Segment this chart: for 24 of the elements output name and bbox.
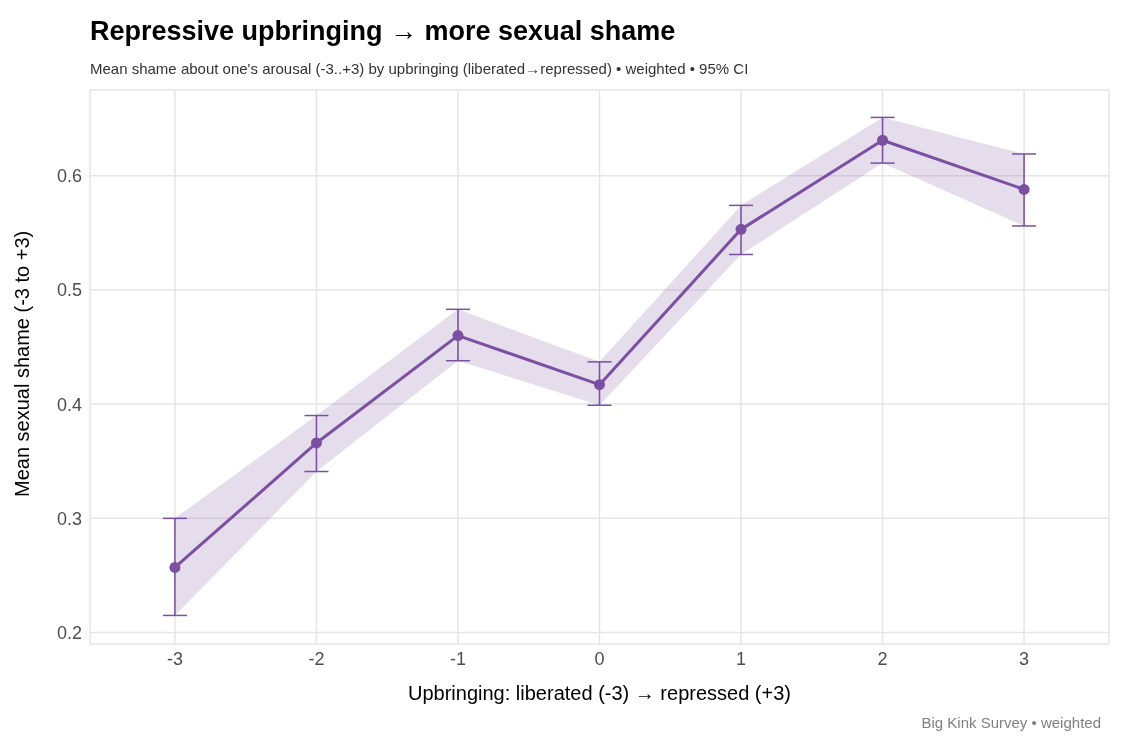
point <box>877 134 889 146</box>
text: Big Kink Survey • weighted <box>921 714 1101 731</box>
y-tick-label: 0.5 <box>56 280 82 301</box>
x-tick-label: 3 <box>1019 648 1030 669</box>
y-axis-title: Mean sexual shame (-3 to +3) <box>11 230 34 497</box>
y-tick-label: 0.6 <box>56 166 82 187</box>
point <box>169 561 181 573</box>
x-tick-label: -1 <box>449 648 466 669</box>
x-axis-title: Upbringing: liberated (-3) → repressed (+3) <box>408 682 791 704</box>
point <box>310 437 322 449</box>
point <box>1018 183 1030 195</box>
x-tick-label: 1 <box>736 648 747 669</box>
chart-subtitle: Mean shame about one's arousal (-3..+3) by upbringing (liberated→repressed) • weighted • 95% CI <box>90 60 749 77</box>
point <box>452 330 464 342</box>
y-tick-label: 0.2 <box>56 622 82 643</box>
point <box>735 223 747 235</box>
x-tick-label: 0 <box>594 648 605 669</box>
x-tick-label: 2 <box>877 648 888 669</box>
chart-title: Repressive upbringing → more sexual shame <box>90 16 676 47</box>
y-tick-label: 0.4 <box>56 394 82 415</box>
x-tick-label: -3 <box>166 648 183 669</box>
point <box>594 379 605 391</box>
y-tick-label: 0.3 <box>56 508 82 529</box>
x-tick-label: -2 <box>308 648 325 669</box>
